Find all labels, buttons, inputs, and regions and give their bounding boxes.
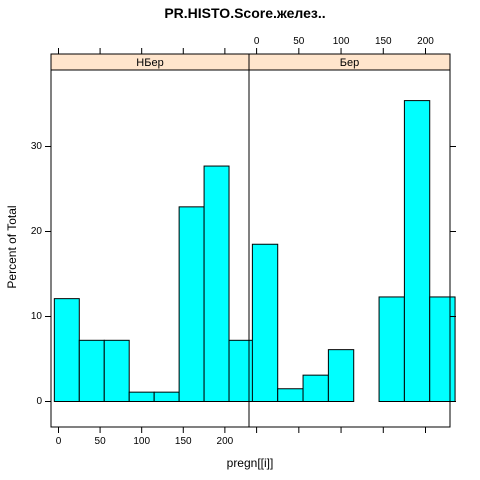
x-tick-label: 150 — [175, 436, 192, 447]
x-tick-label: 50 — [95, 436, 107, 447]
bar — [327, 349, 355, 402]
bar — [378, 296, 405, 403]
bar — [178, 206, 205, 402]
bar — [153, 391, 180, 402]
panel-1: НБер — [50, 53, 255, 428]
y-tick-label: 20 — [31, 226, 43, 237]
x-tick-label: 0 — [56, 436, 62, 447]
bar — [251, 243, 279, 402]
bar — [78, 339, 105, 402]
bar — [103, 339, 130, 402]
bar — [302, 374, 329, 402]
y-axis-label: Percent of Total — [5, 205, 19, 288]
x-tick-label: 100 — [133, 436, 150, 447]
bar — [228, 339, 255, 402]
x-tick-label: 200 — [217, 436, 234, 447]
panels: НБер Бер — [50, 53, 456, 428]
y-tick-label: 30 — [31, 141, 43, 152]
strip-label-2: Бер — [340, 57, 359, 69]
axes: 0 50 100 150 200 0 50 100 150 200 0 10 20 30 — [31, 36, 456, 447]
x-tick-label: 200 — [417, 36, 434, 47]
bar — [429, 296, 456, 403]
x-tick-label: 150 — [375, 36, 392, 47]
chart-title: PR.HISTO.Score.желез.. — [164, 5, 325, 21]
strip-label-1: НБер — [136, 57, 163, 69]
bar — [203, 165, 230, 402]
x-axis-label: pregn[[i]] — [227, 456, 274, 470]
y-tick-label: 10 — [31, 311, 43, 322]
panel-border-2 — [248, 69, 451, 428]
x-tick-label: 100 — [333, 36, 350, 47]
bar — [403, 100, 431, 402]
bar — [277, 388, 304, 402]
bar — [53, 298, 80, 402]
panel-2: Бер — [248, 53, 456, 428]
x-tick-label: 0 — [254, 36, 260, 47]
x-tick-label: 50 — [293, 36, 305, 47]
bar — [128, 391, 155, 402]
y-tick-label: 0 — [36, 396, 42, 407]
